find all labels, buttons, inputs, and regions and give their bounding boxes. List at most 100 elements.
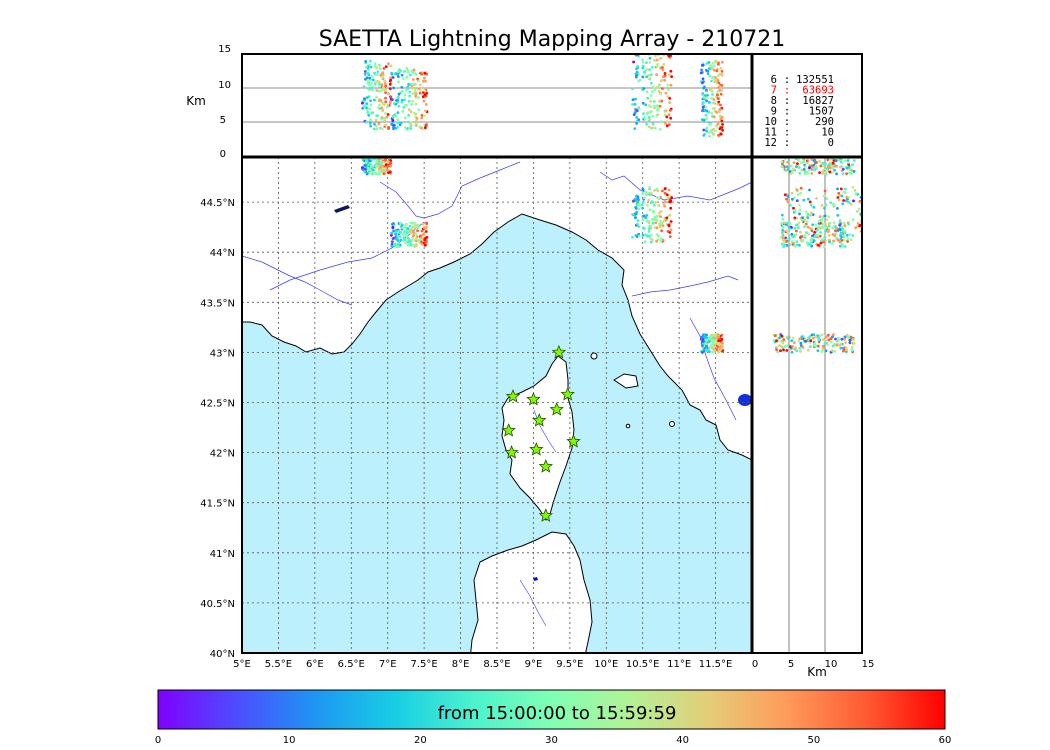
lightning-source-right — [816, 233, 819, 237]
right-panel-sources — [772, 157, 862, 354]
lightning-source-right — [851, 234, 855, 237]
lightning-source-top — [409, 123, 413, 127]
lightning-source-right — [841, 245, 845, 248]
lightning-source-top — [708, 101, 711, 104]
lightning-source-top — [705, 99, 708, 103]
lightning-source-top — [720, 74, 724, 77]
lightning-source-right — [795, 349, 799, 353]
lightning-source — [659, 219, 662, 223]
lightning-source-top — [417, 96, 420, 99]
lightning-source — [403, 238, 407, 242]
lightning-source-right — [792, 196, 796, 200]
lightning-source-right — [807, 336, 810, 340]
lightning-source-top — [634, 75, 638, 79]
lightning-source-top — [378, 103, 382, 107]
lightning-source — [392, 222, 395, 225]
lightning-source-right — [841, 167, 845, 171]
lightning-source-right — [783, 345, 787, 348]
lightning-source-right — [816, 344, 820, 348]
lightning-source-top — [377, 63, 381, 67]
lightning-source — [705, 336, 708, 339]
lightning-source-right — [790, 240, 794, 244]
lightning-source — [664, 200, 667, 204]
lightning-source — [382, 172, 386, 176]
lightning-source-top — [652, 100, 656, 103]
lightning-source-top — [716, 97, 720, 100]
lightning-source-top — [390, 71, 394, 75]
lightning-source-top — [646, 112, 649, 116]
lightning-source-right — [818, 215, 822, 219]
lightning-source — [720, 341, 724, 345]
lightning-source-right — [793, 341, 796, 345]
lightning-source-right — [841, 172, 845, 176]
lightning-source-right — [825, 218, 829, 222]
lightning-source-top — [663, 72, 667, 75]
lightning-source-top — [704, 113, 708, 117]
lightning-source-top — [709, 64, 712, 67]
lightning-source-top — [645, 122, 648, 126]
lightning-source-right — [847, 196, 850, 199]
lightning-source-top — [403, 98, 407, 102]
lightning-source — [379, 165, 382, 169]
map-lat-tick: 44.5°N — [200, 198, 235, 209]
lightning-source — [708, 336, 711, 340]
lightning-source-top — [410, 86, 414, 90]
lightning-source-top — [419, 89, 422, 92]
lightning-source-right — [825, 335, 828, 339]
lightning-source-top — [386, 103, 390, 107]
lightning-source-top — [403, 70, 406, 73]
lightning-source — [712, 338, 716, 342]
lightning-source-top — [396, 111, 400, 114]
lightning-source — [647, 198, 651, 202]
lightning-source-right — [852, 338, 855, 342]
lightning-source-right — [792, 161, 796, 165]
lightning-source-top — [384, 123, 388, 127]
main-map: 5°E 5.5°E 6°E 6.5°E 7°E 7.5°E 8°E 8.5°E 9°E 9.5°E… — [200, 157, 752, 670]
lightning-source-right — [820, 218, 824, 221]
lightning-source-right — [836, 187, 839, 191]
lightning-source — [368, 162, 372, 166]
lightning-source — [390, 240, 394, 244]
lightning-source-right — [818, 234, 822, 238]
lightning-source-right — [786, 344, 789, 347]
lightning-source-right — [854, 226, 857, 230]
lightning-source-top — [661, 66, 664, 69]
lightning-source-top — [374, 124, 378, 128]
lightning-source-top — [383, 116, 386, 120]
lightning-source — [669, 228, 673, 232]
lightning-source — [718, 346, 722, 349]
lightning-source-right — [826, 165, 830, 169]
lightning-source-top — [392, 86, 395, 90]
lightning-source-top — [417, 87, 421, 91]
lightning-source-right — [795, 229, 798, 233]
lightning-source-right — [852, 170, 856, 173]
lightning-source-right — [782, 241, 786, 244]
lightning-source-top — [663, 113, 667, 117]
lightning-source-right — [810, 211, 813, 215]
lightning-source-top — [423, 109, 427, 113]
lightning-source — [657, 204, 661, 207]
lightning-source — [646, 203, 649, 207]
lightning-source-right — [839, 346, 843, 350]
lightning-source-top — [366, 80, 370, 83]
lightning-source-top — [667, 123, 671, 126]
lightning-source-top — [411, 78, 415, 81]
lightning-source — [404, 241, 408, 244]
lightning-source-top — [716, 74, 720, 78]
lightning-source-top — [718, 107, 722, 111]
lightning-source-right — [794, 346, 797, 350]
lightning-source-top — [635, 67, 638, 71]
lightning-source — [665, 193, 669, 197]
lightning-source-top — [702, 118, 706, 122]
lightning-source-top — [373, 62, 377, 65]
lightning-source — [406, 227, 410, 230]
lightning-source-right — [814, 335, 818, 339]
lightning-source-top — [641, 64, 645, 68]
lightning-source-right — [805, 241, 809, 244]
lightning-source-top — [644, 103, 648, 107]
lightning-source-right — [819, 164, 823, 168]
lightning-source — [701, 339, 705, 343]
lightning-source-top — [412, 68, 416, 72]
lightning-source-right — [780, 222, 784, 225]
lightning-source-top — [647, 120, 651, 123]
